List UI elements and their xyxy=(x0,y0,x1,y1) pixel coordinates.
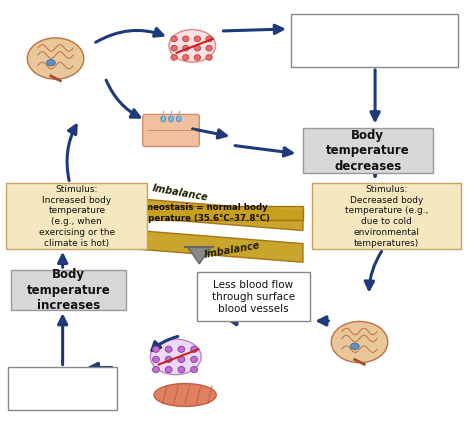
Text: Stimulus:
Increased body
temperature
(e.g., when
exercising or the
climate is ho: Stimulus: Increased body temperature (e.… xyxy=(39,185,115,248)
Text: Less blood flow
through surface
blood vessels: Less blood flow through surface blood ve… xyxy=(212,279,295,314)
Circle shape xyxy=(165,366,172,373)
Circle shape xyxy=(194,45,201,51)
Circle shape xyxy=(178,346,185,352)
Polygon shape xyxy=(96,196,303,230)
Circle shape xyxy=(171,36,177,42)
Ellipse shape xyxy=(331,322,388,363)
FancyBboxPatch shape xyxy=(291,14,458,67)
FancyBboxPatch shape xyxy=(143,115,199,147)
Ellipse shape xyxy=(150,339,201,375)
FancyBboxPatch shape xyxy=(6,183,147,249)
Ellipse shape xyxy=(176,116,181,122)
Circle shape xyxy=(206,55,212,60)
Text: Imbalance: Imbalance xyxy=(203,241,261,260)
Text: Body
temperature
increases: Body temperature increases xyxy=(27,268,110,312)
Ellipse shape xyxy=(169,29,216,62)
FancyBboxPatch shape xyxy=(303,128,433,173)
Polygon shape xyxy=(188,247,211,264)
Text: Imbalance: Imbalance xyxy=(152,183,209,202)
Text: Stimulus:
Decreased body
temperature (e.g.,
due to cold
environmental
temperatur: Stimulus: Decreased body temperature (e.… xyxy=(345,185,428,248)
Circle shape xyxy=(153,346,159,352)
Polygon shape xyxy=(96,207,303,219)
Ellipse shape xyxy=(169,116,173,122)
Circle shape xyxy=(178,357,185,363)
Circle shape xyxy=(206,36,212,42)
Circle shape xyxy=(182,36,189,42)
Circle shape xyxy=(153,366,159,373)
Circle shape xyxy=(178,366,185,373)
Text: Homeostasis = normal body
temperature (35.6°C–37.8°C): Homeostasis = normal body temperature (3… xyxy=(129,203,270,223)
FancyBboxPatch shape xyxy=(312,183,461,249)
Circle shape xyxy=(194,36,201,42)
Circle shape xyxy=(194,55,201,60)
FancyBboxPatch shape xyxy=(11,270,126,311)
Circle shape xyxy=(153,357,159,363)
Circle shape xyxy=(171,45,177,51)
Circle shape xyxy=(165,357,172,363)
Ellipse shape xyxy=(350,343,359,349)
FancyBboxPatch shape xyxy=(9,368,117,410)
Ellipse shape xyxy=(46,60,55,66)
Ellipse shape xyxy=(161,116,165,122)
Circle shape xyxy=(191,346,198,352)
Ellipse shape xyxy=(154,383,216,406)
Circle shape xyxy=(165,346,172,352)
Circle shape xyxy=(171,55,177,60)
FancyBboxPatch shape xyxy=(197,272,310,321)
Ellipse shape xyxy=(27,38,84,79)
Circle shape xyxy=(191,366,198,373)
Circle shape xyxy=(182,45,189,51)
Circle shape xyxy=(182,55,189,60)
Circle shape xyxy=(206,45,212,51)
Polygon shape xyxy=(96,227,303,262)
Text: Body
temperature
decreases: Body temperature decreases xyxy=(326,129,410,173)
Circle shape xyxy=(191,357,198,363)
